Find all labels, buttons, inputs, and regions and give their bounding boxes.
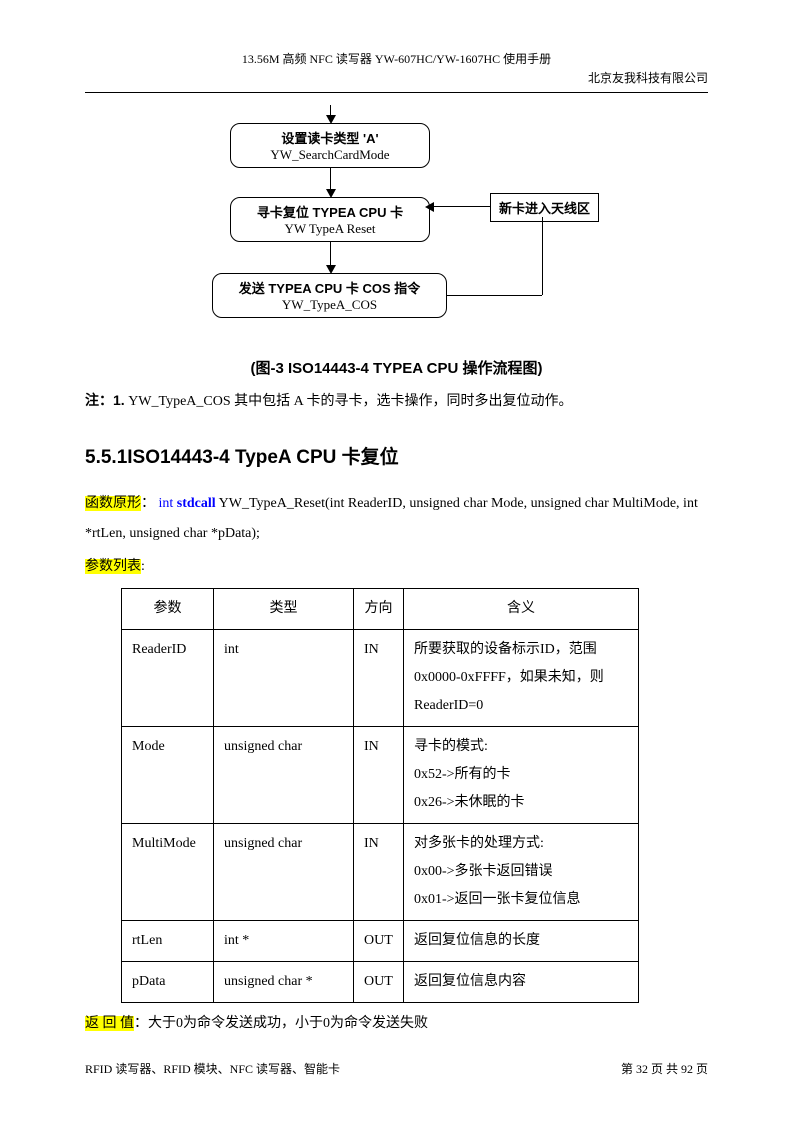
params-label-line: 参数列表: — [85, 552, 708, 581]
table-cell: OUT — [354, 920, 404, 961]
arrowhead-left-icon — [425, 202, 434, 212]
table-cell: 所要获取的设备标示ID，范围0x0000-0xFFFF，如果未知，则Reader… — [404, 629, 639, 726]
table-row: pDataunsigned char *OUT返回复位信息内容 — [122, 961, 639, 1002]
flow-node-label: 设置读卡类型 'A' — [239, 128, 421, 147]
table-header-row: 参数 类型 方向 含义 — [122, 588, 639, 629]
header-title: 13.56M 高频 NFC 读写器 YW-607HC/YW-1607HC 使用手… — [85, 50, 708, 69]
flow-node-3: 发送 TYPEA CPU 卡 COS 指令 YW_TypeA_COS — [212, 273, 447, 318]
table-cell: pData — [122, 961, 214, 1002]
table-cell: int — [214, 629, 354, 726]
page-header: 13.56M 高频 NFC 读写器 YW-607HC/YW-1607HC 使用手… — [85, 50, 708, 93]
table-cell: unsigned char — [214, 823, 354, 920]
flow-node-code: YW_TypeA_COS — [221, 297, 438, 313]
table-cell: unsigned char * — [214, 961, 354, 1002]
table-cell: IN — [354, 823, 404, 920]
return-value: 返 回 值：大于0为命令发送成功，小于0为命令发送失败 — [85, 1009, 708, 1038]
footer-left: RFID 读写器、RFID 模块、NFC 读写器、智能卡 — [85, 1060, 340, 1077]
flow-edge — [430, 206, 490, 207]
col-header: 含义 — [404, 588, 639, 629]
table-row: rtLenint *OUT返回复位信息的长度 — [122, 920, 639, 961]
note-prefix: 注：1. — [85, 392, 125, 408]
retval-sep: ： — [134, 1016, 148, 1031]
table-cell: int * — [214, 920, 354, 961]
retval-label: 返 回 值 — [85, 1016, 134, 1031]
section-heading: 5.5.1ISO14443-4 TypeA CPU 卡复位 — [85, 442, 708, 469]
table-row: ReaderIDintIN所要获取的设备标示ID，范围0x0000-0xFFFF… — [122, 629, 639, 726]
proto-sep: ： — [141, 496, 155, 511]
flow-edge — [542, 217, 543, 295]
flowchart: 设置读卡类型 'A' YW_SearchCardMode 寻卡复位 TYPEA … — [85, 105, 708, 345]
flow-node-code: YW_SearchCardMode — [239, 147, 421, 163]
function-prototype: 函数原形： int stdcall YW_TypeA_Reset(int Rea… — [85, 489, 708, 548]
note-line: 注：1. YW_TypeA_COS 其中包括 A 卡的寻卡，选卡操作，同时多出复… — [85, 386, 708, 416]
flow-side-label: 新卡进入天线区 — [490, 193, 599, 222]
retval-body: 大于0为命令发送成功，小于0为命令发送失败 — [148, 1016, 428, 1031]
flow-edge — [447, 295, 542, 296]
table-cell: ReaderID — [122, 629, 214, 726]
proto-kw2: stdcall — [177, 496, 216, 511]
flow-node-1: 设置读卡类型 'A' YW_SearchCardMode — [230, 123, 430, 168]
table-cell: unsigned char — [214, 726, 354, 823]
footer-right: 第 32 页 共 92 页 — [621, 1060, 708, 1077]
params-table: 参数 类型 方向 含义 ReaderIDintIN所要获取的设备标示ID，范围0… — [121, 588, 639, 1003]
col-header: 方向 — [354, 588, 404, 629]
flow-node-label: 寻卡复位 TYPEA CPU 卡 — [239, 202, 421, 221]
table-cell: rtLen — [122, 920, 214, 961]
flow-node-code: YW TypeA Reset — [239, 221, 421, 237]
table-cell: 返回复位信息的长度 — [404, 920, 639, 961]
table-cell: 对多张卡的处理方式: 0x00->多张卡返回错误 0x01->返回一张卡复位信息 — [404, 823, 639, 920]
proto-kw1: int — [159, 496, 177, 511]
table-cell: IN — [354, 726, 404, 823]
table-row: Modeunsigned charIN寻卡的模式: 0x52->所有的卡 0x2… — [122, 726, 639, 823]
proto-label: 函数原形 — [85, 496, 141, 511]
flow-node-2: 寻卡复位 TYPEA CPU 卡 YW TypeA Reset — [230, 197, 430, 242]
table-cell: OUT — [354, 961, 404, 1002]
header-company: 北京友我科技有限公司 — [85, 69, 708, 88]
table-cell: Mode — [122, 726, 214, 823]
table-cell: 返回复位信息内容 — [404, 961, 639, 1002]
figure-caption: (图-3 ISO14443-4 TYPEA CPU 操作流程图) — [85, 357, 708, 378]
table-cell: MultiMode — [122, 823, 214, 920]
table-cell: 寻卡的模式: 0x52->所有的卡 0x26->未休眠的卡 — [404, 726, 639, 823]
flow-node-label: 发送 TYPEA CPU 卡 COS 指令 — [221, 278, 438, 297]
col-header: 类型 — [214, 588, 354, 629]
table-cell: IN — [354, 629, 404, 726]
params-label: 参数列表 — [85, 559, 141, 574]
table-row: MultiModeunsigned charIN对多张卡的处理方式: 0x00-… — [122, 823, 639, 920]
col-header: 参数 — [122, 588, 214, 629]
note-body: YW_TypeA_COS 其中包括 A 卡的寻卡，选卡操作，同时多出复位动作。 — [125, 394, 573, 409]
page-footer: RFID 读写器、RFID 模块、NFC 读写器、智能卡 第 32 页 共 92… — [85, 1060, 708, 1077]
